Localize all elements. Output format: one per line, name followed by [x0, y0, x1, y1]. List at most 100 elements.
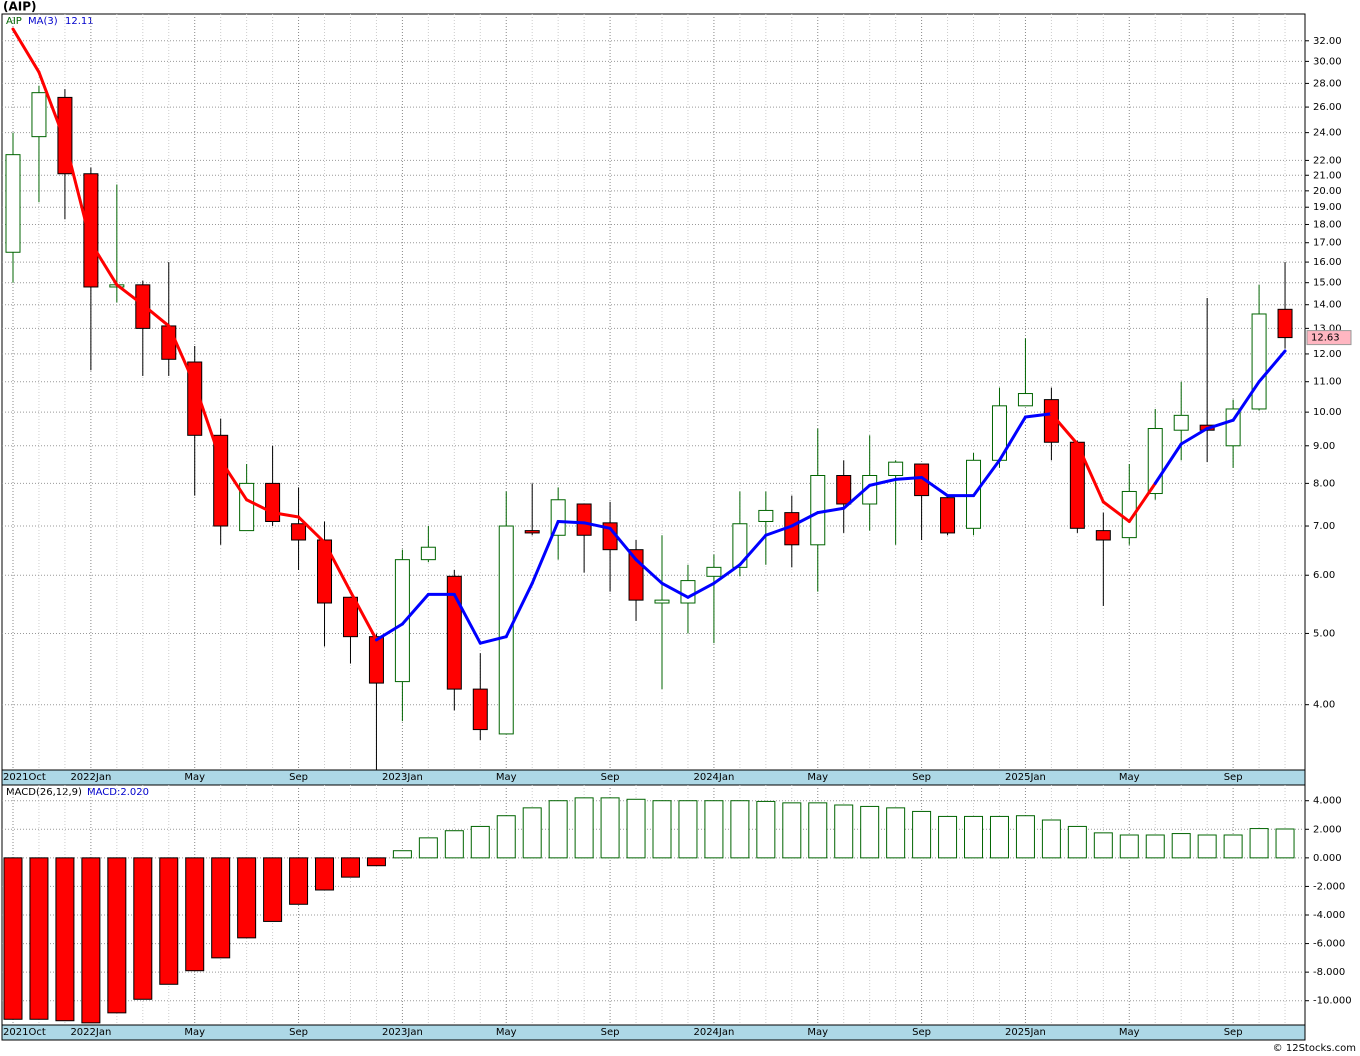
y-tick-label: 20.00 — [1313, 186, 1342, 197]
ma-segment — [816, 506, 846, 515]
candle-body — [368, 636, 384, 684]
y-tick-label: 11.00 — [1313, 377, 1342, 388]
candle-body — [420, 546, 436, 561]
macd-bar — [834, 804, 854, 859]
macd-bar — [392, 850, 412, 859]
ma-segment — [1257, 349, 1287, 384]
macd-bar — [55, 857, 75, 1022]
x-tick-label: 2024Jan — [693, 772, 734, 783]
macd-bar — [211, 857, 231, 959]
macd-bar — [548, 800, 568, 859]
x-tick-label: May — [1119, 772, 1140, 783]
macd-bar — [496, 815, 516, 859]
ma-segment — [608, 526, 638, 562]
macd-bar — [522, 807, 542, 859]
candle-body — [342, 596, 358, 638]
macd-bar — [444, 830, 464, 859]
macd-bar — [938, 815, 958, 859]
macd-bar — [263, 857, 283, 922]
ma-segment — [868, 477, 898, 487]
y-tick-label: 22.00 — [1313, 155, 1342, 166]
macd-bar — [470, 825, 490, 859]
y-tick-label: 10.00 — [1313, 407, 1342, 418]
macd-bar — [289, 857, 309, 905]
candle-body — [706, 566, 722, 577]
candle-body — [31, 92, 47, 138]
ma-segment — [478, 635, 508, 645]
x-tick-label: Sep — [912, 772, 931, 783]
candle-body — [1251, 313, 1267, 410]
macd-bar — [418, 837, 438, 859]
candle-body — [914, 463, 930, 497]
candle-body — [1173, 414, 1189, 431]
ma-segment — [738, 533, 768, 567]
y-tick-label: 30.00 — [1313, 56, 1342, 67]
price-tag — [1306, 330, 1352, 346]
y-tick-label: 14.00 — [1313, 300, 1342, 311]
legend-ma-value: 12.11 — [65, 16, 94, 27]
candle-body — [1017, 393, 1033, 407]
ma-segment — [712, 563, 742, 585]
macd-bar — [366, 857, 386, 867]
ma-segment — [11, 27, 41, 74]
y-tick-label: 32.00 — [1313, 36, 1342, 47]
macd-bar — [964, 815, 984, 859]
x-tick-label: 2024Jan — [693, 1027, 734, 1038]
ma-segment — [1153, 442, 1183, 485]
y-tick-label: 13.00 — [1313, 323, 1342, 334]
macd-bar — [989, 815, 1009, 859]
y-tick-label: 26.00 — [1313, 102, 1342, 113]
candle-body — [213, 434, 229, 527]
macd-bar — [730, 800, 750, 859]
ma-segment — [400, 592, 430, 626]
ma-segment — [323, 540, 352, 594]
candle-body — [472, 688, 488, 731]
candle-body — [810, 475, 826, 546]
candle-body — [524, 530, 540, 534]
macd-bar — [600, 797, 620, 859]
y-tick-label: 8.00 — [1313, 478, 1335, 489]
ma-segment — [582, 521, 612, 530]
x-tick-label: 2023Jan — [382, 772, 423, 783]
candle-body — [940, 497, 956, 534]
macd-bar — [1145, 834, 1165, 859]
ma-segment — [790, 511, 820, 528]
y-tick-label: 12.00 — [1313, 349, 1342, 360]
macd-bar — [886, 807, 906, 859]
footer: © 12Stocks.com — [1273, 1043, 1356, 1054]
y-tick-label: -6.000 — [1313, 939, 1345, 950]
y-tick-label: 9.00 — [1313, 441, 1335, 452]
macd-bar — [574, 797, 594, 859]
macd-bar — [860, 805, 880, 859]
macd-bar — [185, 857, 205, 972]
y-tick-label: 18.00 — [1313, 219, 1342, 230]
y-tick-label: 4.00 — [1313, 700, 1335, 711]
x-tick-label: 2023Jan — [382, 1027, 423, 1038]
y-tick-label: 19.00 — [1313, 202, 1342, 213]
macd-bar — [1275, 828, 1295, 859]
ma-segment — [997, 415, 1027, 462]
x-tick-label: Sep — [601, 772, 620, 783]
x-tick-label: Sep — [1224, 1027, 1243, 1038]
ma-segment — [193, 383, 223, 462]
macd-bar — [315, 857, 335, 891]
date-band — [1, 1024, 1306, 1041]
y-tick-label: 4.000 — [1313, 796, 1342, 807]
price-tag-label: 12.63 — [1311, 333, 1340, 344]
candle-body — [1277, 308, 1293, 339]
macd-bar — [29, 857, 49, 1020]
x-tick-label: 2021Oct — [3, 772, 46, 783]
legend-macd-value: MACD:2.020 — [87, 787, 149, 798]
ma-segment — [297, 515, 327, 544]
ma-segment — [245, 498, 275, 515]
ma-segment — [1023, 412, 1053, 419]
candle-body — [265, 482, 281, 522]
macd-bar — [1119, 834, 1139, 859]
x-tick-label: May — [184, 772, 205, 783]
ma-segment — [764, 524, 794, 537]
ma-segment — [1101, 500, 1131, 523]
candle-body — [1225, 408, 1241, 447]
x-tick-label: Sep — [1224, 772, 1243, 783]
y-tick-label: 24.00 — [1313, 128, 1342, 139]
